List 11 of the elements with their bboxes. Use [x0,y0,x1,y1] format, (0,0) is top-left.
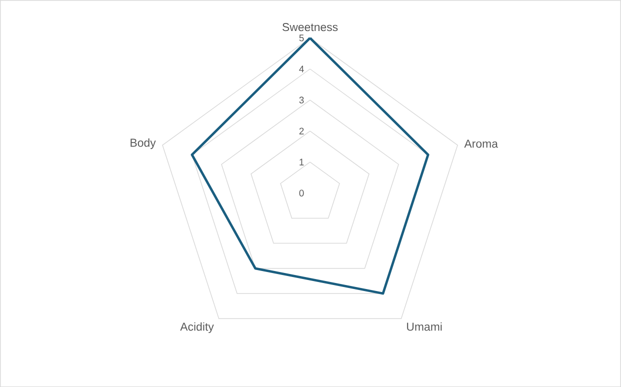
spoke-label: Acidity [180,322,214,333]
y-tick-label: 5 [299,34,304,42]
y-tick-label: 0 [299,190,304,196]
spoke-label: Aroma [464,140,498,148]
y-tick-label: 3 [299,96,304,104]
y-tick-label: 4 [299,66,304,72]
spoke-label: Sweetness [282,22,338,31]
y-tick-label: 2 [299,128,304,134]
spoke-label: Body [130,138,156,149]
y-tick-label: 1 [300,158,304,166]
spoke-label: Umami [407,322,442,331]
